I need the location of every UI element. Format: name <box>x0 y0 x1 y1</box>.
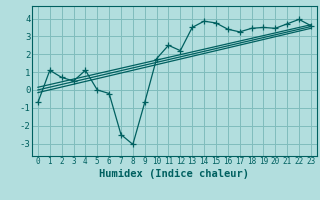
X-axis label: Humidex (Indice chaleur): Humidex (Indice chaleur) <box>100 169 249 179</box>
